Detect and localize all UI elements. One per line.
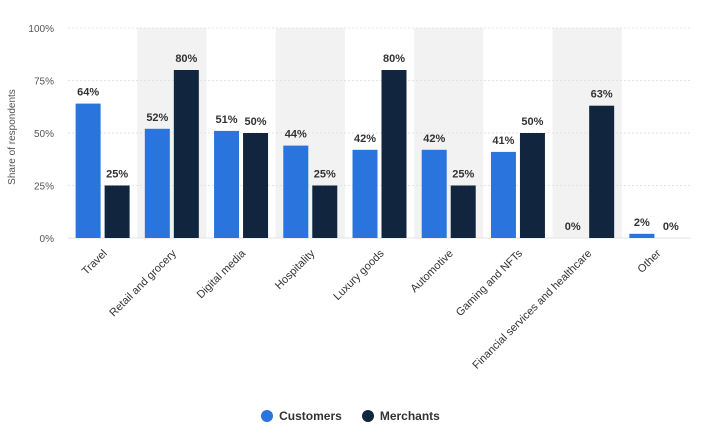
legend-label-merchants: Merchants bbox=[379, 409, 440, 423]
bar-customers-travel[interactable] bbox=[75, 103, 101, 238]
legend-item-merchants[interactable]: Merchants bbox=[361, 409, 440, 423]
y-axis-ticks: 0% 25% 50% 75% 100% bbox=[28, 24, 54, 245]
data-label-customers-automotive: 42% bbox=[423, 133, 445, 145]
y-tick-label: 0% bbox=[40, 234, 55, 245]
legend-marker-merchants bbox=[361, 410, 374, 422]
legend-marker-customers bbox=[261, 410, 274, 422]
gridlines bbox=[68, 27, 691, 239]
data-label-merchants-luxury-goods: 80% bbox=[383, 53, 405, 65]
data-label-customers-travel: 64% bbox=[77, 87, 99, 99]
bar-merchants-automotive[interactable] bbox=[450, 185, 476, 239]
bar-customers-automotive[interactable] bbox=[421, 149, 447, 238]
data-label-merchants-digital-media: 50% bbox=[245, 116, 267, 128]
bar-merchants-travel[interactable] bbox=[104, 185, 130, 239]
x-tick-label-financial-services-and-healthcare: Financial services and healthcare bbox=[470, 248, 594, 372]
x-tick-label-digital-media: Digital media bbox=[195, 247, 249, 301]
bar-customers-retail-and-grocery[interactable] bbox=[144, 128, 170, 238]
data-labels: 64% 25% 52% 80% 51% 50% 44% 25% 42% 80% 42% 25% 41% 5… bbox=[77, 53, 679, 233]
bar-merchants-digital-media[interactable] bbox=[243, 133, 269, 238]
bars bbox=[75, 70, 655, 239]
y-tick-label: 75% bbox=[34, 77, 54, 88]
bar-merchants-hospitality[interactable] bbox=[312, 185, 338, 239]
data-label-customers-retail-and-grocery: 52% bbox=[146, 112, 168, 124]
y-axis-label: Share of respondents bbox=[7, 89, 18, 185]
bar-customers-digital-media[interactable] bbox=[214, 130, 240, 238]
data-label-merchants-retail-and-grocery: 80% bbox=[175, 53, 197, 65]
bar-merchants-retail-and-grocery[interactable] bbox=[173, 70, 199, 238]
x-tick-label-travel: Travel bbox=[80, 248, 110, 278]
data-label-customers-luxury-goods: 42% bbox=[354, 133, 376, 145]
data-label-merchants-automotive: 25% bbox=[452, 169, 474, 181]
bar-customers-hospitality[interactable] bbox=[283, 145, 309, 238]
x-tick-label-retail-and-grocery: Retail and grocery bbox=[107, 247, 179, 319]
x-tick-label-hospitality: Hospitality bbox=[273, 247, 318, 292]
bar-merchants-luxury-goods[interactable] bbox=[381, 70, 407, 238]
bar-customers-luxury-goods[interactable] bbox=[352, 149, 378, 238]
data-label-customers-hospitality: 44% bbox=[285, 129, 307, 141]
bar-merchants-financial-services-and-healthcare[interactable] bbox=[589, 105, 615, 238]
legend-item-customers[interactable]: Customers bbox=[261, 409, 342, 423]
bar-merchants-gaming-and-nfts[interactable] bbox=[519, 133, 545, 238]
data-label-customers-financial-services-and-healthcare: 0% bbox=[565, 221, 581, 233]
y-tick-label: 100% bbox=[28, 24, 54, 35]
legend: Customers Merchants bbox=[0, 409, 701, 423]
x-tick-label-automotive: Automotive bbox=[408, 248, 455, 295]
y-tick-label: 50% bbox=[34, 129, 54, 140]
data-label-customers-gaming-and-nfts: 41% bbox=[492, 135, 514, 147]
y-tick-label: 25% bbox=[34, 182, 54, 193]
x-tick-label-gaming-and-nfts: Gaming and NFTs bbox=[454, 247, 526, 319]
data-label-merchants-financial-services-and-healthcare: 63% bbox=[591, 89, 613, 101]
bar-customers-other[interactable] bbox=[629, 233, 655, 238]
x-tick-label-other: Other bbox=[636, 247, 664, 275]
data-label-merchants-travel: 25% bbox=[106, 169, 128, 181]
data-label-customers-other: 2% bbox=[634, 217, 650, 229]
x-tick-label-luxury-goods: Luxury goods bbox=[331, 247, 387, 303]
data-label-customers-digital-media: 51% bbox=[216, 114, 238, 126]
legend-label-customers: Customers bbox=[279, 409, 342, 423]
bar-customers-gaming-and-nfts[interactable] bbox=[490, 151, 516, 238]
data-label-merchants-hospitality: 25% bbox=[314, 169, 336, 181]
data-label-merchants-gaming-and-nfts: 50% bbox=[521, 116, 543, 128]
data-label-merchants-other: 0% bbox=[663, 221, 679, 233]
